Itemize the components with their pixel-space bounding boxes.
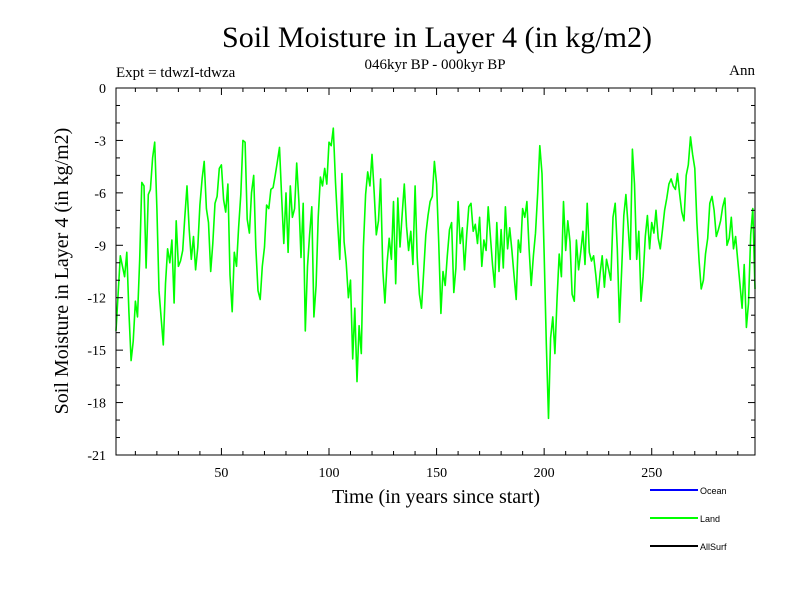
y-tick-label: -3	[94, 134, 106, 149]
y-tick-label: -18	[87, 397, 106, 412]
x-axis-label: Time (in years since start)	[332, 486, 540, 508]
y-axis-label: Soil Moisture in Layer 4 (in kg/m2)	[51, 128, 73, 415]
x-tick-label: 200	[534, 466, 555, 481]
y-tick-label: -21	[87, 449, 106, 464]
legend-label-allsurf: AllSurf	[700, 542, 727, 552]
x-tick-label: 150	[426, 466, 447, 481]
y-tick-label: -12	[87, 292, 106, 307]
legend-label-land: Land	[700, 514, 720, 524]
y-tick-label: -15	[87, 344, 106, 359]
y-tick-label: -9	[94, 239, 106, 254]
series-line-land	[115, 127, 756, 420]
axis-layer: 0 -3 -6 -9 -12 -15 -18 -21 50 100 150 200 250	[87, 82, 755, 481]
plot-frame	[115, 87, 756, 456]
expt-label: Expt = tdwzI-tdwza	[116, 65, 236, 81]
chart-title: Soil Moisture in Layer 4 (in kg/m2)	[222, 21, 652, 54]
legend-label-ocean: Ocean	[700, 486, 727, 496]
legend: Ocean Land AllSurf	[650, 486, 727, 552]
x-tick-label: 100	[319, 466, 340, 481]
x-tick-label: 50	[214, 466, 228, 481]
x-tick-label: 250	[641, 466, 662, 481]
y-tick-label: -6	[94, 187, 106, 202]
series-layer	[115, 127, 756, 420]
season-label: Ann	[729, 63, 755, 79]
y-tick-label: 0	[99, 82, 106, 97]
chart-subtitle: 046kyr BP - 000kyr BP	[364, 57, 505, 73]
